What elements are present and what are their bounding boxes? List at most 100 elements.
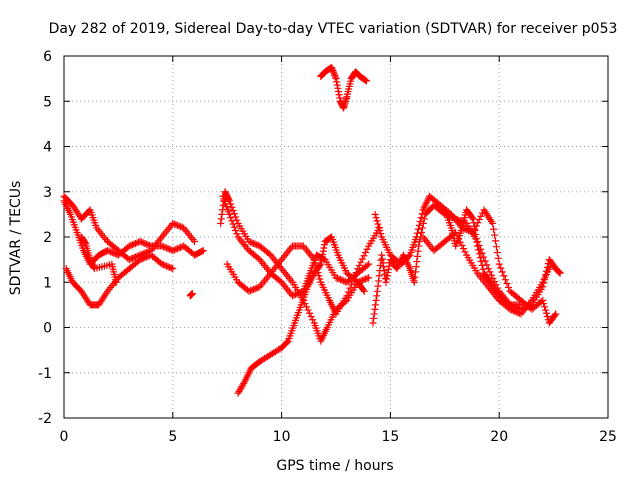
data-point <box>376 227 384 235</box>
data-point <box>335 275 343 283</box>
data-point <box>539 296 547 304</box>
data-point <box>178 243 186 251</box>
data-point <box>413 233 421 241</box>
data-point <box>159 261 167 269</box>
data-point <box>217 215 225 223</box>
x-axis-label: GPS time / hours <box>276 458 393 474</box>
data-point <box>166 263 174 271</box>
data-point <box>489 219 497 227</box>
data-point <box>371 301 379 309</box>
data-point <box>175 222 183 230</box>
data-point <box>371 210 379 218</box>
series-track-l <box>441 206 525 309</box>
data-point <box>500 272 508 280</box>
data-point <box>540 300 548 308</box>
data-point <box>138 238 146 246</box>
data-point <box>139 239 147 247</box>
data-point <box>417 228 425 236</box>
data-point <box>362 275 370 283</box>
data-point <box>128 241 136 249</box>
data-point <box>373 217 381 225</box>
data-point <box>470 219 478 227</box>
data-point <box>248 239 256 247</box>
data-point <box>164 245 172 253</box>
data-points <box>60 63 564 397</box>
data-point <box>217 219 225 227</box>
data-point <box>374 282 382 290</box>
y-axis-label: SDTVAR / TECUs <box>8 181 24 296</box>
data-point <box>373 287 381 295</box>
data-point <box>161 243 169 251</box>
data-point <box>330 68 338 76</box>
data-point <box>159 243 167 251</box>
data-point <box>317 260 325 268</box>
data-point <box>142 240 150 248</box>
data-point <box>332 75 340 83</box>
data-point <box>512 308 520 316</box>
data-point <box>474 246 482 254</box>
data-point <box>344 288 352 296</box>
data-point <box>498 268 506 276</box>
data-point <box>225 210 233 218</box>
data-point <box>505 300 513 308</box>
data-point <box>515 309 523 317</box>
data-point <box>473 242 481 250</box>
data-point <box>334 84 342 92</box>
x-tick-label: 0 <box>60 429 69 445</box>
data-point <box>556 269 564 277</box>
data-point <box>136 251 144 259</box>
data-point <box>332 274 340 282</box>
data-point <box>198 247 206 255</box>
data-point <box>413 229 421 237</box>
data-point <box>555 268 563 276</box>
data-point <box>230 210 238 218</box>
data-point <box>330 70 338 78</box>
data-point <box>363 274 371 282</box>
data-point <box>511 307 519 315</box>
data-point <box>343 292 351 300</box>
data-point <box>161 261 169 269</box>
data-point <box>173 221 181 229</box>
data-point <box>333 78 341 86</box>
data-point <box>227 214 235 222</box>
y-tick-label: 1 <box>43 275 52 291</box>
data-point <box>370 310 378 318</box>
data-point <box>218 210 226 218</box>
data-point <box>250 285 258 293</box>
data-point <box>158 242 166 250</box>
data-point <box>311 259 319 267</box>
data-point <box>144 241 152 249</box>
data-point <box>471 227 479 235</box>
data-point <box>191 238 199 246</box>
data-point <box>416 217 424 225</box>
data-point <box>138 250 146 258</box>
data-point <box>461 248 469 256</box>
data-point <box>415 242 423 250</box>
data-point <box>543 313 551 321</box>
data-point <box>335 91 343 99</box>
data-point <box>127 255 135 263</box>
data-point <box>318 254 326 262</box>
data-point <box>232 227 240 235</box>
series-track-j <box>371 192 560 327</box>
data-point <box>459 245 467 253</box>
data-point <box>175 244 183 252</box>
data-point <box>542 306 550 314</box>
data-point <box>468 214 476 222</box>
data-point <box>319 247 327 255</box>
data-point <box>463 226 471 234</box>
data-point <box>503 280 511 288</box>
data-point <box>355 261 363 269</box>
data-point <box>547 260 555 268</box>
data-point <box>169 265 177 273</box>
data-point <box>163 262 171 270</box>
data-point <box>413 252 421 260</box>
series-track-g <box>234 233 368 397</box>
data-point <box>310 256 318 264</box>
x-tick-label: 20 <box>490 429 508 445</box>
x-tick-label: 10 <box>273 429 291 445</box>
data-point <box>372 214 380 222</box>
data-point <box>136 238 144 246</box>
data-point <box>360 252 368 260</box>
data-point <box>517 301 525 309</box>
